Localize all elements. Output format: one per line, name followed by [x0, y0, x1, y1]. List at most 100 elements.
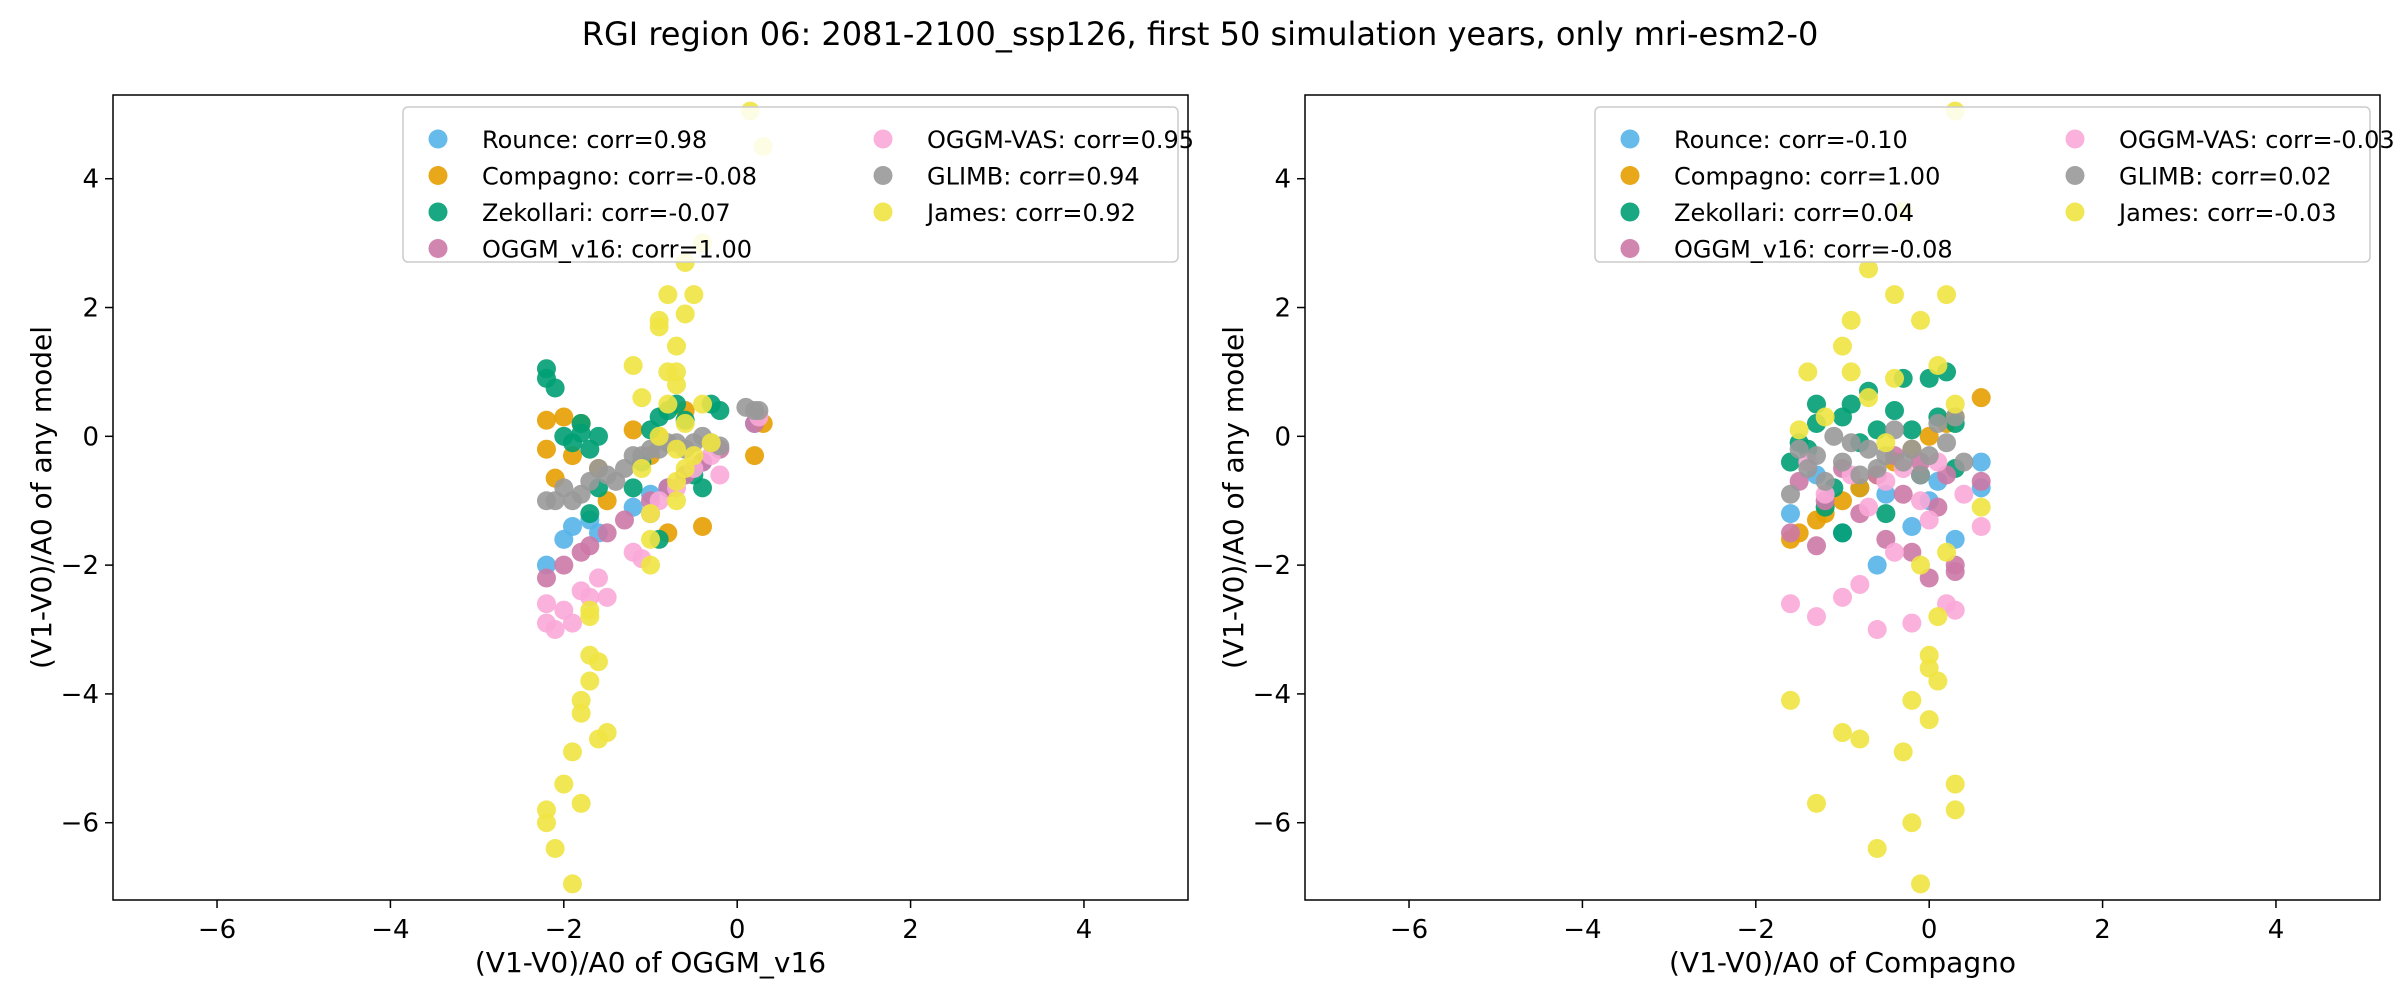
legend-marker: [1620, 239, 1640, 258]
data-point: [701, 433, 721, 453]
data-point: [1780, 484, 1800, 504]
data-point: [1971, 471, 1991, 491]
data-point: [1841, 310, 1861, 330]
data-point: [1971, 452, 1991, 472]
data-point: [588, 652, 608, 672]
data-point: [1833, 452, 1852, 472]
legend-marker: [1620, 166, 1640, 185]
data-point: [632, 388, 652, 408]
series-7: [536, 101, 773, 894]
data-point: [667, 336, 687, 356]
data-point: [1919, 710, 1939, 730]
data-point: [1841, 362, 1861, 382]
data-point: [554, 555, 574, 575]
data-point: [641, 555, 660, 575]
data-point: [667, 491, 687, 511]
data-point: [649, 317, 669, 337]
x-tick-label: 2: [902, 915, 919, 945]
data-point: [1833, 523, 1852, 543]
data-point: [1945, 600, 1965, 620]
y-tick-label: −2: [61, 551, 99, 581]
data-point: [1876, 433, 1896, 453]
data-point: [1902, 439, 1922, 459]
data-point: [1806, 793, 1826, 813]
legend-entry: OGGM_v16: corr=1.00: [482, 236, 752, 264]
data-point: [667, 375, 687, 395]
data-point: [562, 613, 582, 633]
data-point: [580, 600, 600, 620]
x-tick-label: 0: [729, 915, 746, 945]
legend-frame: [402, 106, 1179, 263]
data-point: [623, 355, 643, 375]
data-point: [693, 516, 713, 536]
data-point: [588, 568, 608, 588]
data-point: [1841, 433, 1861, 453]
legend-marker: [873, 202, 893, 222]
data-point: [632, 459, 652, 479]
x-tick-label: −4: [371, 915, 409, 945]
legend-entry: OGGM-VAS: corr=-0.03: [2119, 126, 2395, 154]
y-axis-label: (V1-V0)/A0 of any model: [1217, 326, 1250, 669]
data-point: [1780, 504, 1800, 524]
y-tick-label: −4: [61, 680, 99, 710]
data-point: [641, 504, 660, 524]
y-tick-label: −6: [1253, 809, 1291, 839]
data-point: [1833, 587, 1852, 607]
data-point: [614, 510, 634, 530]
data-point: [1859, 497, 1879, 517]
data-point: [1919, 510, 1939, 530]
data-point: [571, 423, 591, 443]
data-point: [1911, 874, 1931, 894]
data-point: [1867, 838, 1887, 858]
data-point: [623, 478, 643, 498]
legend-marker: [873, 166, 893, 185]
data-point: [1833, 336, 1852, 356]
figure-title: RGI region 06: 2081-2100_ssp126, first 5…: [582, 15, 1819, 53]
data-point: [1945, 394, 1965, 414]
data-point: [597, 723, 617, 743]
data-point: [1867, 555, 1887, 575]
legend-entry: Zekollari: corr=0.04: [1674, 199, 1914, 227]
legend-marker: [1620, 202, 1640, 222]
legend-marker: [2065, 129, 2085, 149]
data-point: [1902, 516, 1922, 536]
data-point: [710, 401, 730, 421]
data-point: [562, 742, 582, 762]
data-point: [1954, 484, 1974, 504]
data-point: [684, 446, 704, 466]
data-point: [1789, 420, 1809, 440]
legend-marker: [2065, 202, 2085, 222]
data-point: [1945, 800, 1965, 820]
x-tick-label: −4: [1563, 915, 1601, 945]
legend-entry: Zekollari: corr=-0.07: [482, 199, 731, 227]
data-point: [1902, 420, 1922, 440]
series-6: [1780, 407, 1974, 504]
x-tick-label: −2: [1737, 915, 1775, 945]
data-point: [1971, 497, 1991, 517]
data-point: [1902, 690, 1922, 710]
data-point: [562, 516, 582, 536]
data-point: [1937, 285, 1957, 305]
legend-entry: Rounce: corr=-0.10: [1674, 126, 1908, 154]
data-point: [1798, 362, 1818, 382]
data-point: [580, 536, 600, 556]
legend-entry: James: corr=0.92: [925, 199, 1136, 227]
data-point: [693, 478, 713, 498]
data-point: [597, 587, 617, 607]
y-tick-label: −2: [1253, 551, 1291, 581]
series-4: [1780, 446, 1991, 588]
data-point: [1937, 433, 1957, 453]
data-point: [536, 410, 556, 430]
data-point: [1780, 690, 1800, 710]
data-point: [1815, 407, 1835, 427]
data-point: [658, 394, 678, 414]
data-point: [710, 465, 730, 485]
data-point: [580, 671, 600, 691]
legend-marker: [428, 239, 448, 258]
data-point: [1971, 516, 1991, 536]
data-point: [1885, 401, 1905, 421]
data-point: [1885, 542, 1905, 562]
data-point: [1893, 484, 1913, 504]
data-point: [1859, 388, 1879, 408]
